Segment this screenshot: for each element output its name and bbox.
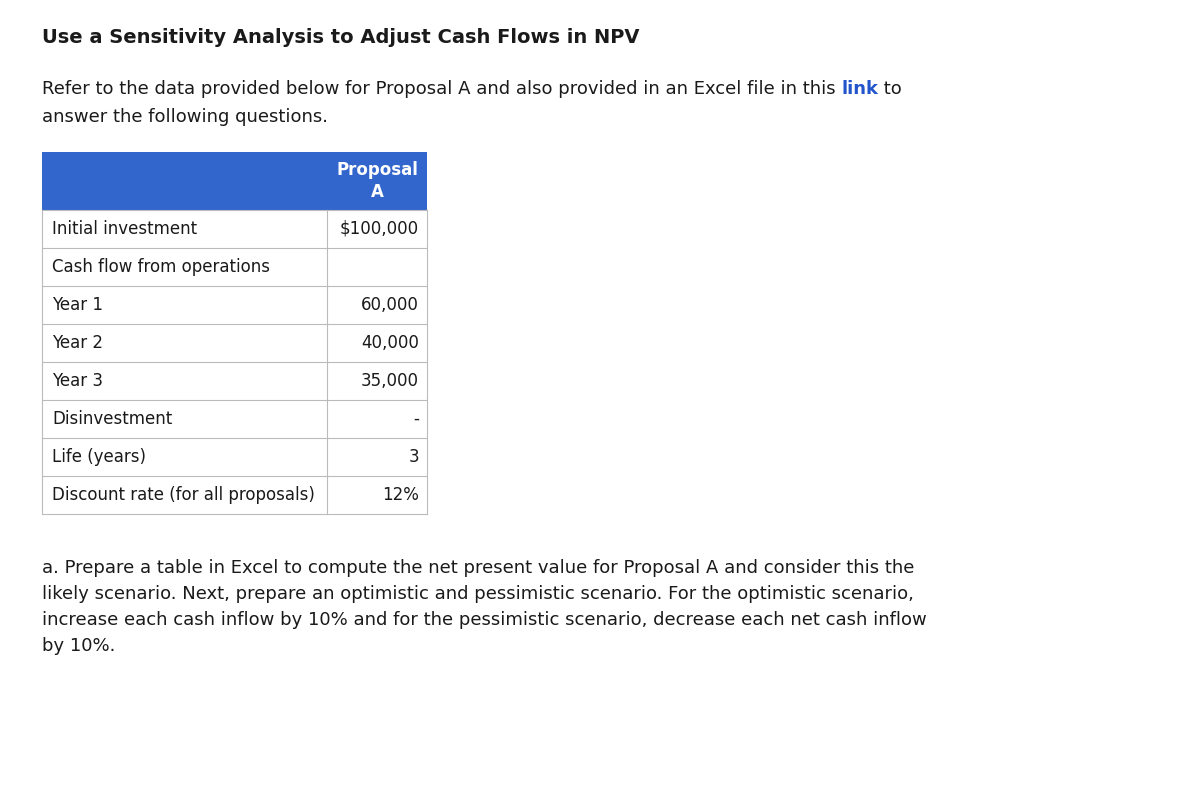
Bar — [42, 438, 427, 476]
Text: Year 3: Year 3 — [52, 372, 103, 390]
Text: Discount rate (for all proposals): Discount rate (for all proposals) — [52, 486, 314, 504]
Text: by 10%.: by 10%. — [42, 637, 115, 655]
Text: 35,000: 35,000 — [361, 372, 419, 390]
Text: Year 2: Year 2 — [52, 334, 103, 352]
Text: 12%: 12% — [382, 486, 419, 504]
Text: Proposal
A: Proposal A — [336, 161, 418, 201]
Text: Year 1: Year 1 — [52, 296, 103, 314]
Text: increase each cash inflow by 10% and for the pessimistic scenario, decrease each: increase each cash inflow by 10% and for… — [42, 611, 926, 629]
Text: Use a Sensitivity Analysis to Adjust Cash Flows in NPV: Use a Sensitivity Analysis to Adjust Cas… — [42, 28, 640, 47]
Text: 60,000: 60,000 — [361, 296, 419, 314]
Text: to: to — [878, 80, 902, 98]
Text: Refer to the data provided below for Proposal A and also provided in an Excel fi: Refer to the data provided below for Pro… — [42, 80, 841, 98]
Text: Life (years): Life (years) — [52, 448, 146, 466]
Text: a. Prepare a table in Excel to compute the net present value for Proposal A and : a. Prepare a table in Excel to compute t… — [42, 559, 914, 577]
Bar — [42, 210, 427, 248]
Text: -: - — [413, 410, 419, 428]
Text: $100,000: $100,000 — [340, 220, 419, 238]
Bar — [42, 248, 427, 286]
Text: likely scenario. Next, prepare an optimistic and pessimistic scenario. For the o: likely scenario. Next, prepare an optimi… — [42, 585, 914, 603]
Bar — [42, 324, 427, 362]
Bar — [42, 476, 427, 514]
Bar — [42, 152, 427, 210]
Text: 3: 3 — [408, 448, 419, 466]
Bar — [42, 286, 427, 324]
Bar — [42, 362, 427, 400]
Text: Cash flow from operations: Cash flow from operations — [52, 258, 270, 276]
Text: answer the following questions.: answer the following questions. — [42, 108, 328, 126]
Text: link: link — [841, 80, 878, 98]
Bar — [42, 400, 427, 438]
Text: Initial investment: Initial investment — [52, 220, 197, 238]
Text: Disinvestment: Disinvestment — [52, 410, 173, 428]
Text: 40,000: 40,000 — [361, 334, 419, 352]
